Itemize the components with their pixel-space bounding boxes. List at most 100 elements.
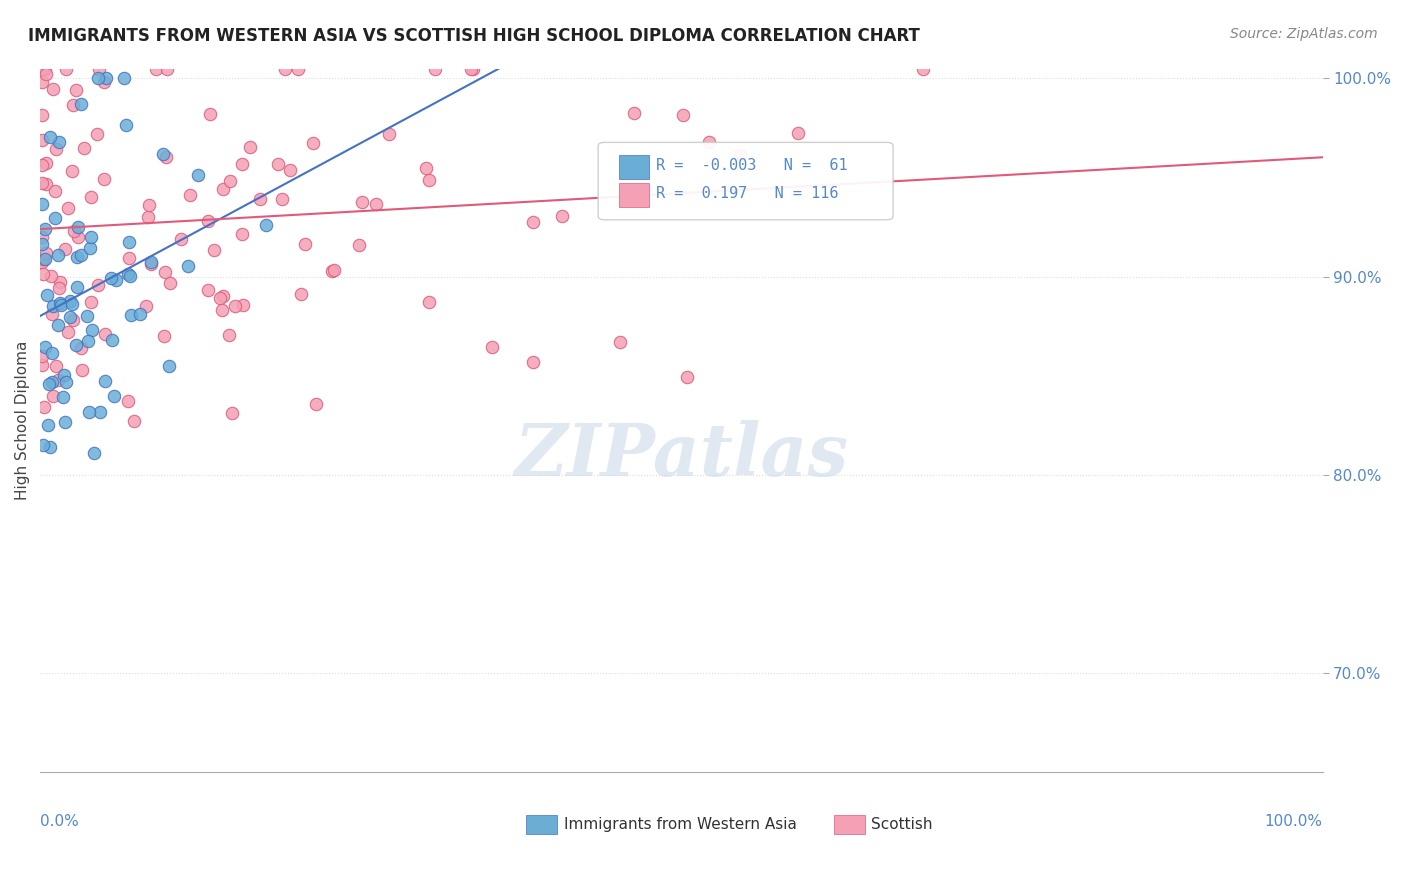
Point bbox=[231, 156, 253, 170]
Point bbox=[31, 158, 53, 172]
Point bbox=[55, 376, 77, 390]
Point bbox=[79, 241, 101, 255]
Point bbox=[231, 227, 253, 242]
Text: R =  0.197   N = 116: R = 0.197 N = 116 bbox=[655, 186, 838, 202]
Point bbox=[39, 440, 62, 454]
Point bbox=[31, 349, 53, 363]
Point bbox=[76, 309, 98, 323]
FancyBboxPatch shape bbox=[526, 815, 557, 834]
Point bbox=[41, 307, 63, 321]
Point bbox=[305, 397, 328, 411]
Point bbox=[38, 376, 60, 391]
Point bbox=[623, 105, 645, 120]
Point bbox=[35, 178, 58, 192]
Point bbox=[177, 259, 200, 273]
Point bbox=[77, 405, 100, 419]
Point bbox=[249, 192, 271, 206]
FancyBboxPatch shape bbox=[834, 815, 865, 834]
Point bbox=[70, 96, 93, 111]
Point bbox=[34, 222, 56, 236]
Point bbox=[221, 406, 243, 420]
Point bbox=[73, 141, 96, 155]
Point bbox=[49, 275, 72, 289]
Point bbox=[35, 67, 58, 81]
Point bbox=[66, 280, 89, 294]
Point bbox=[145, 62, 167, 76]
Point bbox=[31, 237, 53, 252]
Point bbox=[58, 325, 80, 339]
Point bbox=[48, 318, 70, 333]
Point bbox=[45, 359, 67, 374]
Point bbox=[60, 297, 83, 311]
Point bbox=[42, 299, 65, 313]
Point bbox=[38, 130, 60, 145]
Point bbox=[118, 235, 141, 249]
Point bbox=[912, 62, 935, 76]
Point bbox=[278, 162, 301, 177]
FancyBboxPatch shape bbox=[619, 183, 650, 207]
Point bbox=[49, 296, 72, 310]
FancyBboxPatch shape bbox=[619, 155, 650, 179]
Point bbox=[152, 147, 174, 161]
FancyBboxPatch shape bbox=[598, 143, 893, 219]
Point bbox=[93, 74, 115, 88]
Point bbox=[52, 390, 75, 404]
Point bbox=[699, 135, 721, 149]
Point bbox=[139, 254, 162, 268]
Point bbox=[100, 271, 122, 285]
Point bbox=[93, 374, 115, 388]
Point bbox=[290, 287, 312, 301]
Point bbox=[187, 169, 209, 183]
Text: ZIPatlas: ZIPatlas bbox=[515, 420, 849, 491]
Point bbox=[67, 229, 90, 244]
Point bbox=[44, 211, 66, 226]
Point bbox=[94, 71, 117, 86]
Y-axis label: High School Diploma: High School Diploma bbox=[15, 341, 30, 500]
Point bbox=[56, 201, 79, 215]
Point bbox=[87, 71, 110, 86]
Point bbox=[364, 196, 387, 211]
Point bbox=[155, 150, 177, 164]
Point bbox=[551, 210, 574, 224]
Point bbox=[31, 229, 53, 244]
Point bbox=[66, 250, 89, 264]
Point bbox=[159, 276, 181, 290]
Point bbox=[232, 298, 254, 312]
Point bbox=[48, 135, 70, 149]
Point bbox=[209, 291, 232, 305]
Point bbox=[53, 368, 76, 382]
Point bbox=[31, 133, 53, 147]
Point bbox=[49, 298, 72, 312]
Point bbox=[41, 346, 63, 360]
Point bbox=[197, 283, 219, 297]
Point bbox=[80, 323, 103, 337]
Point bbox=[138, 197, 160, 211]
Point bbox=[321, 264, 343, 278]
Text: 100.0%: 100.0% bbox=[1264, 814, 1323, 830]
Point bbox=[31, 62, 53, 76]
Point bbox=[202, 243, 225, 257]
Point bbox=[239, 140, 262, 154]
Point bbox=[112, 71, 135, 86]
Point bbox=[31, 437, 53, 451]
Point bbox=[79, 190, 101, 204]
Point bbox=[94, 326, 117, 341]
Point bbox=[271, 192, 294, 206]
Text: Source: ZipAtlas.com: Source: ZipAtlas.com bbox=[1230, 27, 1378, 41]
Point bbox=[86, 277, 108, 292]
Point bbox=[89, 405, 111, 419]
Point bbox=[153, 328, 176, 343]
Point bbox=[117, 393, 139, 408]
Point bbox=[115, 119, 138, 133]
Point bbox=[287, 62, 309, 76]
Point bbox=[267, 157, 290, 171]
Point bbox=[224, 299, 246, 313]
Point bbox=[418, 294, 440, 309]
Point bbox=[31, 176, 53, 190]
Point bbox=[274, 62, 297, 76]
Point bbox=[69, 248, 91, 262]
Point bbox=[31, 254, 53, 268]
Text: Immigrants from Western Asia: Immigrants from Western Asia bbox=[564, 817, 796, 832]
Point bbox=[62, 313, 84, 327]
Point bbox=[122, 414, 145, 428]
